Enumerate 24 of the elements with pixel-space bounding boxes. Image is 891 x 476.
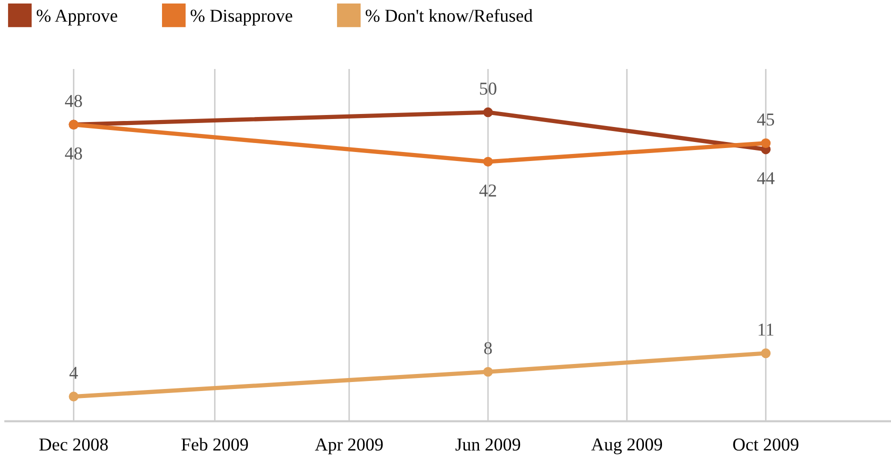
- legend-label: % Approve: [36, 10, 118, 26]
- point: [483, 366, 493, 377]
- data-label: 8: [484, 342, 492, 354]
- data-label: 48: [64, 94, 82, 108]
- point: [760, 348, 771, 358]
- x-tick-label: Oct 2009: [733, 438, 798, 451]
- point: [483, 107, 493, 118]
- point: [483, 156, 493, 167]
- x-tick-label: Feb 2009: [181, 438, 248, 451]
- point: [760, 138, 771, 148]
- legend-label: % Disapprove: [190, 10, 292, 26]
- x-tick-label: Apr 2009: [314, 438, 383, 454]
- data-label: 45: [757, 114, 774, 126]
- data-label: 11: [758, 324, 774, 336]
- x-tick-label: Aug 2009: [591, 438, 662, 454]
- data-label: 4: [69, 366, 78, 379]
- point: [68, 392, 79, 402]
- data-label: 48: [64, 147, 82, 160]
- data-label: 42: [479, 184, 496, 196]
- legend-label: % Don't know/Refused: [366, 8, 533, 22]
- data-label: 50: [480, 82, 496, 95]
- data-label: 44: [757, 172, 775, 184]
- x-tick-label: Dec 2008: [39, 438, 108, 451]
- x-tick-label: Jun 2009: [456, 438, 520, 451]
